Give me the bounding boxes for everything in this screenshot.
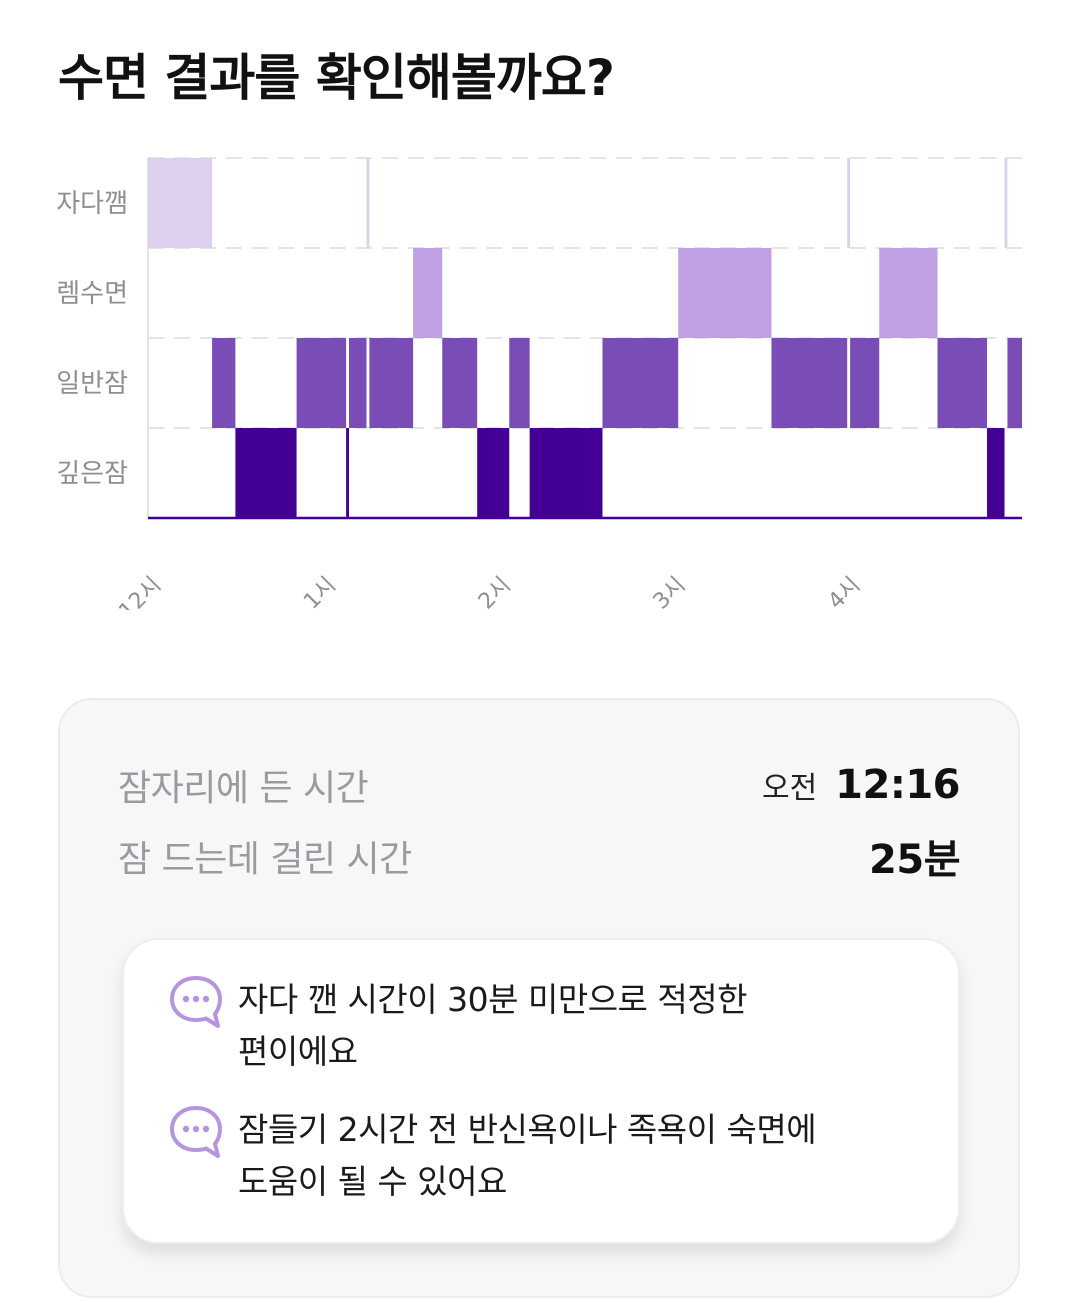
sleep-segment [850,338,880,428]
sleep-tips-card: 자다 깬 시간이 30분 미만으로 적정한 편이에요 잠들기 2시간 전 반신욕… [122,938,960,1244]
x-tick-label: 2시 [474,573,516,610]
sleep-segment [212,338,236,428]
bedtime-label: 잠자리에 든 시간 [118,768,369,809]
stage-label: 렘수면 [56,279,128,309]
sleep-segment [937,338,988,428]
sleep-segment [509,338,530,428]
bedtime-value-group: 오전 12:16 [761,762,961,808]
sleep-segment [349,338,367,428]
sleep-segment [529,428,603,518]
tip-text-line: 편이에요 [238,1032,358,1071]
page-title: 수면 결과를 확인해볼까요? [58,49,615,107]
tip-text-line: 잠들기 2시간 전 반신욕이나 족욕이 숙면에 [238,1110,817,1149]
latency-value: 25분 [869,837,960,883]
bedtime-ampm: 오전 [761,771,818,806]
sleep-summary-card: 잠자리에 든 시간 오전 12:16 잠 드는데 걸린 시간 25분 자다 깬 … [58,698,1020,1298]
sleep-segment [771,338,848,428]
stage-label: 일반잠 [56,369,128,399]
x-tick-label: 12시 [114,573,166,610]
sleep-segment [879,248,938,338]
x-tick-label: 3시 [649,573,691,610]
sleep-segment [296,338,347,428]
sleep-segment [442,338,478,428]
bedtime-row: 잠자리에 든 시간 오전 12:16 [118,760,960,810]
latency-row: 잠 드는데 걸린 시간 25분 [118,831,960,883]
sleep-segment [346,428,350,518]
sleep-segment [235,428,297,518]
sleep-segment [1007,338,1022,428]
tip-item: 잠들기 2시간 전 반신욕이나 족욕이 숙면에 도움이 될 수 있어요 [168,1104,914,1208]
sleep-segment [477,428,510,518]
sleep-segment [148,158,213,248]
sleep-segment [369,338,414,428]
sleep-segment [847,158,851,248]
latency-label: 잠 드는데 걸린 시간 [118,839,412,880]
chat-bubble-icon [170,1106,222,1158]
latency-value-group: 25분 [869,827,960,885]
stage-label: 깊은잠 [56,459,128,489]
sleep-segment [413,248,443,338]
sleep-segment [987,428,1005,518]
stage-label: 자다깸 [56,189,128,219]
bedtime-value: 12:16 [835,762,960,808]
sleep-segment [1004,158,1008,248]
sleep-segment [678,248,772,338]
tip-text-line: 도움이 될 수 있어요 [238,1162,507,1201]
sleep-segment [602,338,679,428]
x-tick-label: 1시 [299,573,341,610]
tip-text-line: 자다 깬 시간이 30분 미만으로 적정한 [238,980,747,1019]
tip-item: 자다 깬 시간이 30분 미만으로 적정한 편이에요 [168,974,914,1078]
tip-text: 잠들기 2시간 전 반신욕이나 족욕이 숙면에 도움이 될 수 있어요 [238,1104,817,1208]
sleep-segment [366,158,370,248]
x-tick-label: 4시 [824,573,866,610]
chat-bubble-icon [170,976,222,1028]
tip-text: 자다 깬 시간이 30분 미만으로 적정한 편이에요 [238,974,747,1078]
